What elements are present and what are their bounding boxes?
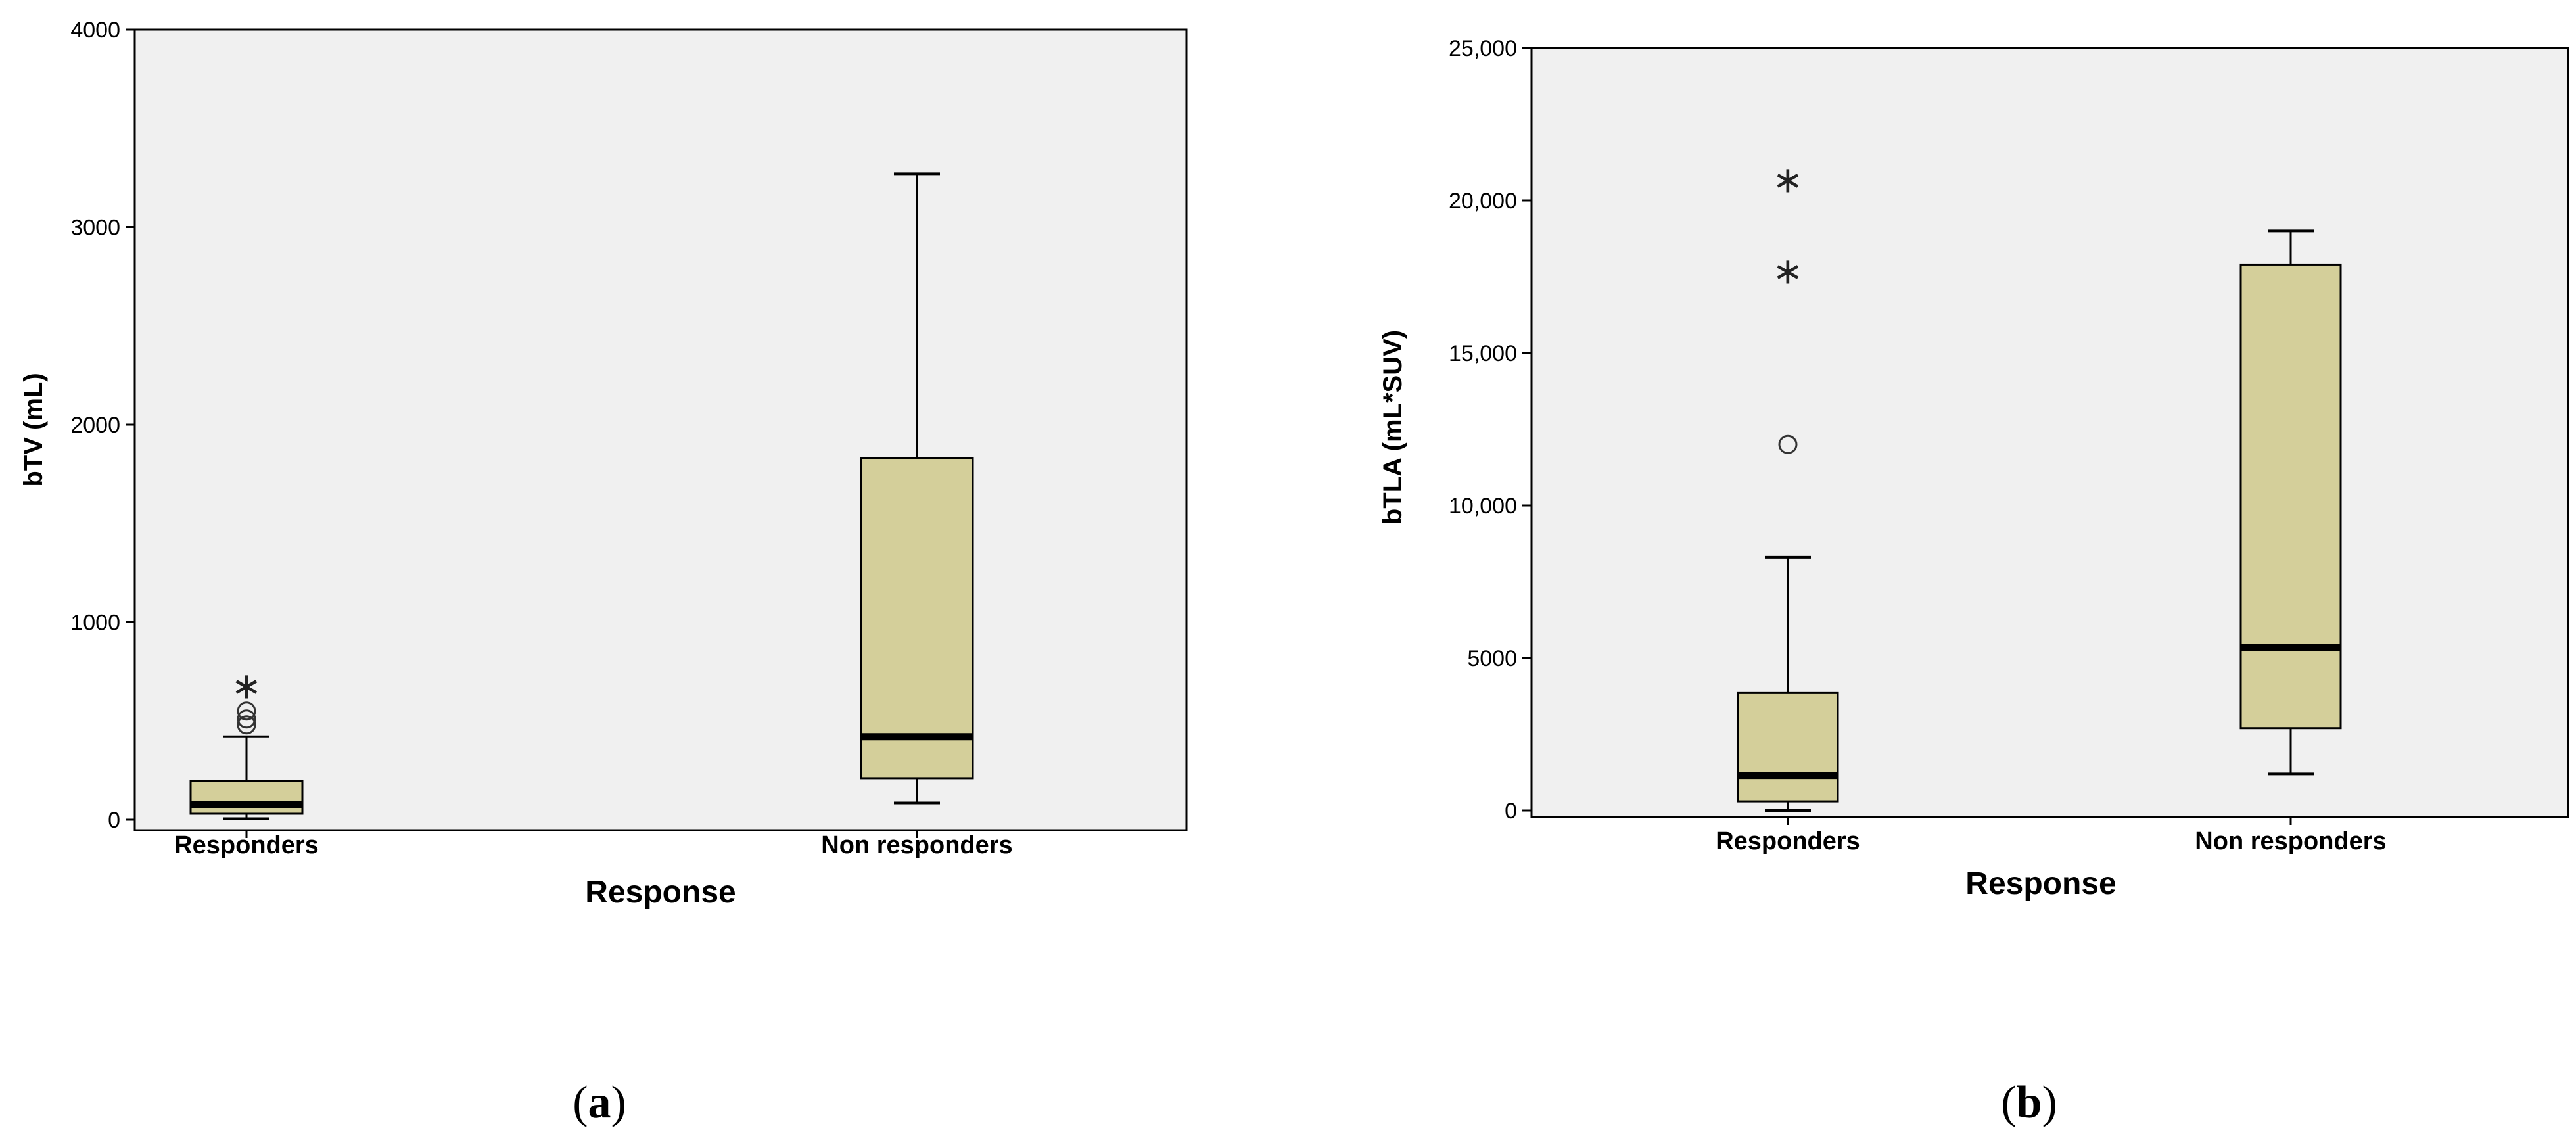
y-axis-label-b: bTLA (mL*SUV) bbox=[1378, 330, 1407, 525]
y-tick-label-b-2: 10,000 bbox=[1449, 494, 1517, 519]
x-category-label-a-0: Responders bbox=[174, 831, 319, 859]
x-categories-b: Responders Non responders bbox=[1716, 817, 2387, 855]
outlier-point-a-0-1 bbox=[237, 709, 256, 729]
box-b-1 bbox=[2239, 229, 2342, 776]
panel-label-a-letter: a bbox=[588, 1077, 611, 1128]
extreme-point-b-0-0: ∗ bbox=[1773, 250, 1804, 293]
iqr-box-a-0 bbox=[189, 780, 304, 815]
plot-area-b bbox=[1530, 47, 2569, 818]
outlier-point-b-0-0 bbox=[1778, 434, 1798, 454]
panel-a: 0 1000 2000 3000 4000 ∗ Responders Non respon… bbox=[19, 18, 1188, 1128]
box-a-0: ∗ bbox=[189, 665, 304, 820]
panel-label-b-letter: b bbox=[2017, 1077, 2042, 1128]
x-axis-label-a: Response bbox=[585, 875, 736, 910]
panel-label-a-close: ) bbox=[611, 1077, 626, 1128]
plot-area-a bbox=[133, 28, 1188, 831]
panel-label-b: (b) bbox=[2001, 1077, 2057, 1128]
boxes-a: ∗ bbox=[189, 172, 974, 820]
x-axis-label-b: Response bbox=[1965, 866, 2116, 901]
y-tick-label-b-5: 25,000 bbox=[1449, 36, 1517, 61]
y-axis-label-a: bTV (mL) bbox=[19, 373, 48, 486]
x-categories-a: Responders Non responders bbox=[174, 830, 1013, 859]
y-tick-label-a-4: 4000 bbox=[70, 18, 120, 43]
x-category-label-b-0: Responders bbox=[1716, 828, 1860, 855]
extreme-point-a-0-0: ∗ bbox=[231, 665, 262, 708]
y-tick-label-b-4: 20,000 bbox=[1449, 189, 1517, 214]
panel-label-a-open: ( bbox=[573, 1077, 588, 1128]
panel-label-b-close: ) bbox=[2042, 1077, 2057, 1128]
outlier-point-a-0-2 bbox=[237, 701, 256, 721]
y-tick-label-a-3: 3000 bbox=[70, 216, 120, 241]
y-ticks-b: 0 5000 10,000 15,000 20,000 25,000 bbox=[1449, 36, 1532, 824]
y-tick-label-b-1: 5000 bbox=[1467, 646, 1517, 671]
outlier-point-a-0-0 bbox=[237, 715, 256, 735]
y-tick-label-b-3: 15,000 bbox=[1449, 341, 1517, 366]
extreme-point-b-0-1: ∗ bbox=[1773, 159, 1804, 202]
x-category-label-a-1: Non responders bbox=[821, 831, 1012, 859]
boxes-b: ∗∗ bbox=[1737, 159, 2342, 812]
box-a-1 bbox=[860, 172, 974, 805]
iqr-box-b-0 bbox=[1737, 691, 1839, 803]
y-tick-label-a-0: 0 bbox=[108, 808, 120, 833]
y-tick-label-a-1: 1000 bbox=[70, 611, 120, 636]
box-b-0: ∗∗ bbox=[1737, 159, 1839, 812]
x-category-label-b-1: Non responders bbox=[2195, 828, 2386, 855]
panel-label-b-open: ( bbox=[2001, 1077, 2016, 1128]
y-ticks-a: 0 1000 2000 3000 4000 bbox=[70, 18, 135, 833]
panel-label-a: (a) bbox=[573, 1077, 626, 1128]
y-tick-label-a-2: 2000 bbox=[70, 413, 120, 438]
iqr-box-b-1 bbox=[2239, 263, 2342, 730]
y-tick-label-b-0: 0 bbox=[1505, 799, 1517, 824]
iqr-box-a-1 bbox=[860, 457, 974, 780]
